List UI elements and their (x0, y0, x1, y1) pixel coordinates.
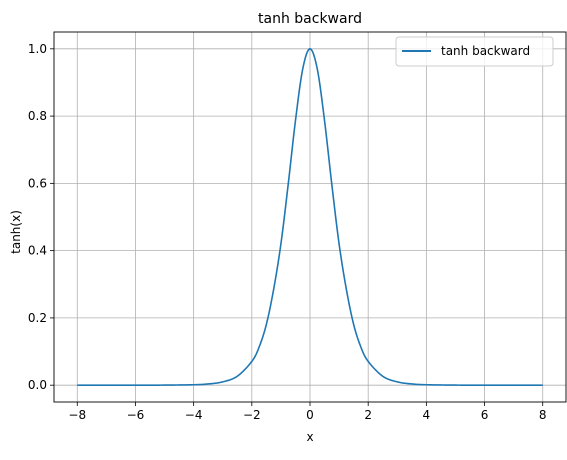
x-tick-label: −2 (243, 408, 261, 422)
x-tick-label: 8 (539, 408, 547, 422)
legend-label-tanh-backward: tanh backward (441, 44, 530, 58)
x-tick-label: −6 (127, 408, 145, 422)
x-tick-label: −8 (68, 408, 86, 422)
y-tick-label: 0.8 (28, 109, 47, 123)
y-tick-label: 0.6 (28, 176, 47, 190)
x-axis-label: x (306, 430, 313, 444)
x-tick-label: 2 (364, 408, 372, 422)
y-axis-label: tanh(x) (9, 210, 23, 254)
x-tick-label: 4 (423, 408, 431, 422)
x-tick-label: 0 (306, 408, 314, 422)
chart-title: tanh backward (258, 11, 362, 27)
y-tick-label: 0.0 (28, 378, 47, 392)
x-tick-label: 6 (481, 408, 489, 422)
y-tick-label: 0.4 (28, 244, 47, 258)
y-tick-label: 1.0 (28, 42, 47, 56)
y-tick-label: 0.2 (28, 311, 47, 325)
legend: tanh backward (396, 37, 553, 66)
x-tick-label: −4 (185, 408, 203, 422)
